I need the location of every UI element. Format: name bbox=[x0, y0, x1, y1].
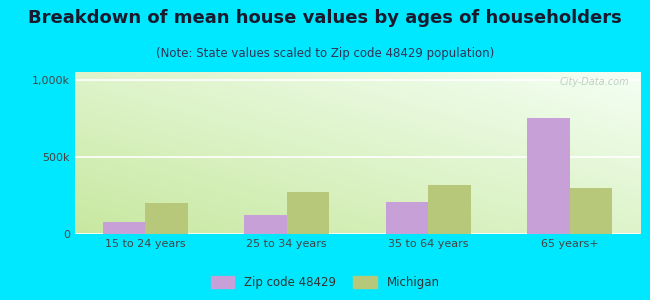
Bar bbox=[527, 118, 569, 234]
Bar bbox=[428, 184, 471, 234]
Bar bbox=[287, 192, 329, 234]
Text: (Note: State values scaled to Zip code 48429 population): (Note: State values scaled to Zip code 4… bbox=[156, 46, 494, 59]
Bar bbox=[146, 203, 188, 234]
Legend: Zip code 48429, Michigan: Zip code 48429, Michigan bbox=[206, 272, 444, 294]
Text: Breakdown of mean house values by ages of householders: Breakdown of mean house values by ages o… bbox=[28, 9, 622, 27]
Text: City-Data.com: City-Data.com bbox=[559, 77, 629, 87]
Bar bbox=[244, 215, 287, 234]
Bar bbox=[386, 202, 428, 234]
Bar bbox=[569, 188, 612, 234]
Bar bbox=[103, 222, 146, 234]
